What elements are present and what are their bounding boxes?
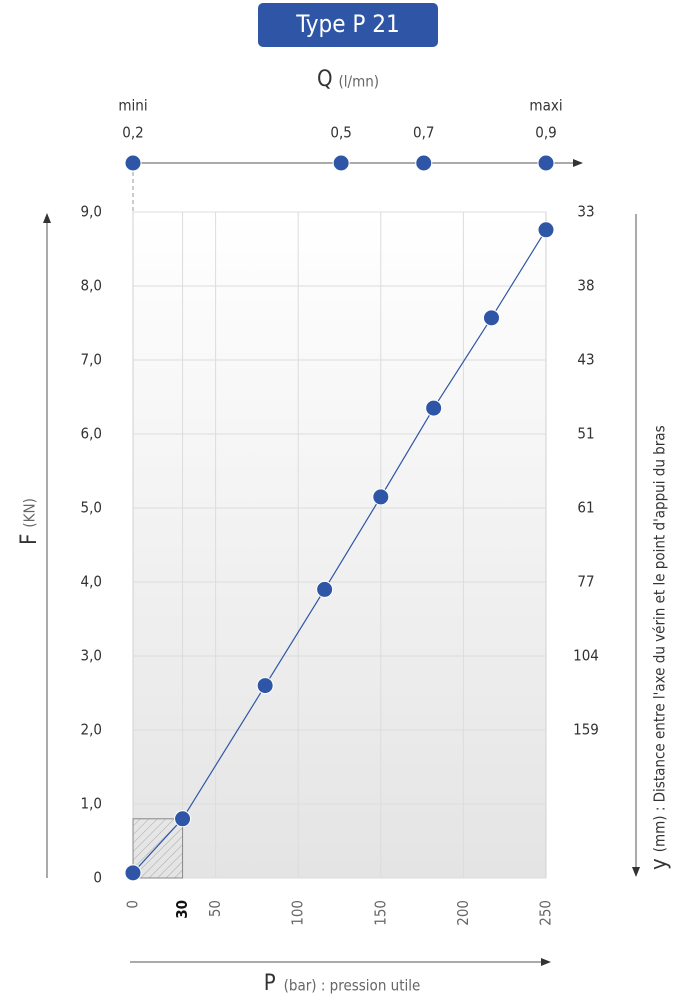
- x-label: P: [264, 971, 276, 996]
- x-tick-label: 50: [206, 900, 224, 917]
- data-point: [425, 399, 443, 417]
- y-tick-label: 5,0: [81, 499, 102, 517]
- x-tick: 250: [537, 900, 555, 926]
- x-tick: 50: [206, 900, 224, 917]
- y2-tick-label: 38: [577, 277, 594, 295]
- y2-label: y: [647, 858, 672, 870]
- y2-tick-label: 61: [577, 499, 594, 517]
- series-line: [132, 229, 547, 874]
- x-tick-label: 250: [537, 900, 555, 926]
- y2-tick-label: 159: [573, 721, 599, 739]
- q-tick-label: 0,9: [535, 124, 556, 142]
- y-label: F: [17, 534, 42, 545]
- x-tick-label: 150: [371, 900, 389, 926]
- y2-tick-label: 43: [577, 351, 594, 369]
- y-tick-label: 3,0: [81, 647, 102, 665]
- data-point: [316, 580, 334, 598]
- data-point: [256, 677, 274, 695]
- y-tick-label: 0: [93, 869, 102, 887]
- q-unit: (l/mn): [339, 73, 380, 91]
- data-point: [482, 309, 500, 327]
- y-tick-label: 6,0: [81, 425, 102, 443]
- title-box: [258, 3, 438, 47]
- q-label: Q: [317, 67, 333, 92]
- data-point: [372, 488, 390, 506]
- y2-tick-label: 104: [573, 647, 599, 665]
- y-tick-label: 4,0: [81, 573, 102, 591]
- y-tick-label: 9,0: [81, 203, 102, 221]
- x-tick-label: 100: [289, 900, 307, 926]
- x-tick: 100: [289, 900, 307, 926]
- q-point: [332, 154, 350, 172]
- y-tick-label: 2,0: [81, 721, 102, 739]
- x-tick: 0: [124, 900, 142, 909]
- y2-tick-label: 51: [577, 425, 594, 443]
- y2-unit: (mm) : Distance entre l'axe du vérin et …: [651, 425, 669, 852]
- x-tick-label: 30: [173, 900, 191, 919]
- plot-area: [132, 211, 547, 879]
- q-tick-label: 0,2: [122, 124, 143, 142]
- q-tick-label: 0,7: [413, 124, 434, 142]
- data-point: [124, 864, 142, 882]
- q-point: [415, 154, 433, 172]
- x-tick-label: 0: [124, 900, 142, 909]
- data-point: [537, 221, 555, 239]
- x-tick: 30: [173, 900, 191, 919]
- y-unit: (KN): [21, 498, 39, 527]
- q-tick-label: 0,5: [330, 124, 351, 142]
- x-tick: 200: [454, 900, 472, 926]
- y-tick-label: 1,0: [81, 795, 102, 813]
- q-min-label: mini: [118, 97, 147, 115]
- chart-title: Type P 21: [295, 10, 399, 38]
- y-tick-label: 7,0: [81, 351, 102, 369]
- y2-tick-label: 77: [577, 573, 594, 591]
- y2-tick-label: 33: [577, 203, 594, 221]
- y-tick-label: 8,0: [81, 277, 102, 295]
- x-tick-label: 200: [454, 900, 472, 926]
- x-unit: (bar) : pression utile: [284, 977, 421, 995]
- q-max-label: maxi: [529, 97, 562, 115]
- q-point: [124, 154, 142, 172]
- x-tick: 150: [371, 900, 389, 926]
- q-point: [537, 154, 555, 172]
- data-point: [174, 810, 192, 828]
